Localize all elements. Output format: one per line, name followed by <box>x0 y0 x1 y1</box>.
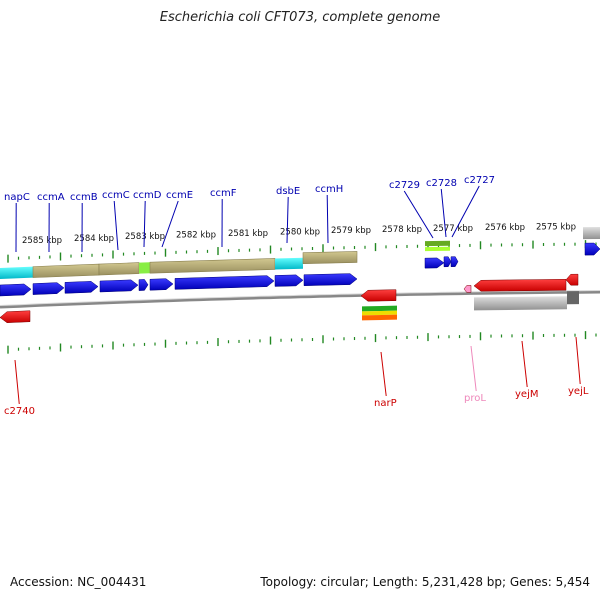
reverse-gene-arrow <box>360 289 397 302</box>
forward-gene-arrow <box>424 257 445 269</box>
label-leader-line <box>470 345 477 392</box>
reverse-gene-label-yejM: yejM <box>515 340 538 400</box>
misc-feature <box>139 262 150 274</box>
forward-gene-arrow <box>174 275 275 290</box>
forward-gene-label-c2727: c2727 <box>451 175 495 238</box>
forward-gene-label-ccmF: ccmF <box>210 188 237 248</box>
forward-gene-name: ccmD <box>133 190 162 201</box>
forward-gene-arrow <box>303 273 358 286</box>
region-feature <box>583 227 600 240</box>
forward-gene-arrow <box>64 281 99 294</box>
genome-backbone-highlight <box>0 290 600 306</box>
label-leader-line <box>113 200 119 251</box>
scale-label: 2582 kbp <box>176 230 216 240</box>
region-feature <box>98 262 140 276</box>
forward-gene-name: ccmE <box>166 190 193 201</box>
forward-gene-name: dsbE <box>276 186 300 197</box>
forward-gene-name: ccmA <box>37 192 65 203</box>
label-leader-line <box>451 185 480 238</box>
reverse-gene-name: c2740 <box>4 406 35 417</box>
forward-gene-name: c2727 <box>464 175 495 186</box>
reverse-gene-name: yejL <box>568 386 589 397</box>
forward-gene-name: c2729 <box>389 180 420 191</box>
scale-label: 2581 kbp <box>228 229 268 239</box>
genome-summary: Topology: circular; Length: 5,231,428 bp… <box>260 575 590 589</box>
scale-label: 2575 kbp <box>536 223 576 233</box>
forward-gene-arrow <box>584 242 600 256</box>
reverse-gene-arrow <box>0 310 31 323</box>
scale-label: 2578 kbp <box>382 225 422 235</box>
region-feature <box>32 263 100 278</box>
scale-label: 2585 kbp <box>22 236 62 246</box>
forward-gene-arrow <box>99 279 139 293</box>
forward-gene-label-napC: napC <box>4 192 30 253</box>
forward-gene-label-c2729: c2729 <box>389 180 434 239</box>
reverse-gene-arrow <box>473 279 567 292</box>
label-leader-line <box>440 188 447 238</box>
misc-feature <box>362 310 397 316</box>
scale-label: 2584 kbp <box>74 234 114 244</box>
reverse-gene-name: proL <box>464 393 486 404</box>
genome-title: Escherichia coli CFT073, complete genome <box>159 10 441 25</box>
scale-label: 2577 kbp <box>433 224 473 234</box>
forward-gene-label-ccmB: ccmB <box>70 192 98 253</box>
label-leader-line <box>161 200 179 248</box>
label-leader-line <box>326 194 329 244</box>
forward-gene-arrow <box>443 256 452 268</box>
genome-backbone <box>0 290 600 309</box>
forward-gene-label-ccmC: ccmC <box>102 190 130 251</box>
forward-gene-label-ccmD: ccmD <box>133 190 162 248</box>
misc-feature <box>425 246 450 252</box>
forward-gene-name: ccmB <box>70 192 98 203</box>
region-feature <box>474 296 567 311</box>
forward-gene-name: ccmC <box>102 190 130 201</box>
reverse-gene-arrow <box>565 273 579 286</box>
forward-gene-arrow <box>32 282 65 295</box>
label-leader-line <box>403 190 434 239</box>
misc-feature <box>362 314 397 321</box>
forward-gene-arrow <box>0 283 32 297</box>
forward-gene-name: c2728 <box>426 178 457 189</box>
label-leader-line <box>143 200 146 248</box>
misc-feature <box>362 305 397 312</box>
label-leader-line <box>14 359 20 405</box>
reverse-gene-label-narP: narP <box>374 351 397 409</box>
forward-gene-name: ccmF <box>210 188 237 199</box>
label-leader-line <box>575 336 581 385</box>
reverse-gene-name: narP <box>374 398 397 409</box>
forward-gene-arrow <box>274 274 304 287</box>
reverse-gene-name: yejM <box>515 389 538 400</box>
forward-gene-label-c2728: c2728 <box>426 178 457 238</box>
scale-label: 2579 kbp <box>331 226 371 236</box>
reverse-gene-label-c2740: c2740 <box>4 359 35 417</box>
forward-gene-label-dsbE: dsbE <box>276 186 300 244</box>
forward-gene-label-ccmE: ccmE <box>161 190 193 248</box>
scale-label: 2576 kbp <box>485 223 525 233</box>
forward-gene-label-ccmH: ccmH <box>315 184 343 244</box>
region-feature <box>149 258 276 274</box>
forward-gene-arrow <box>149 278 174 291</box>
forward-gene-arrow <box>138 279 149 291</box>
label-leader-line <box>286 196 289 244</box>
scale-label: 2580 kbp <box>280 227 320 237</box>
region-feature <box>302 251 358 265</box>
reverse-gene-label-proL: proL <box>464 345 486 404</box>
label-leader-line <box>380 351 387 397</box>
region-feature <box>567 291 579 305</box>
reverse-gene-label-yejL: yejL <box>568 336 589 397</box>
forward-gene-name: napC <box>4 192 30 203</box>
scale-label: 2583 kbp <box>125 232 165 242</box>
cds-feature <box>275 257 303 270</box>
label-leader-line <box>521 340 528 388</box>
cds-feature <box>0 266 33 279</box>
forward-gene-label-ccmA: ccmA <box>37 192 65 253</box>
forward-gene-arrow <box>450 256 459 267</box>
accession-label: Accession: NC_004431 <box>10 575 147 589</box>
forward-gene-name: ccmH <box>315 184 343 195</box>
trna-gene-arrow <box>463 285 472 293</box>
misc-feature <box>425 240 450 247</box>
